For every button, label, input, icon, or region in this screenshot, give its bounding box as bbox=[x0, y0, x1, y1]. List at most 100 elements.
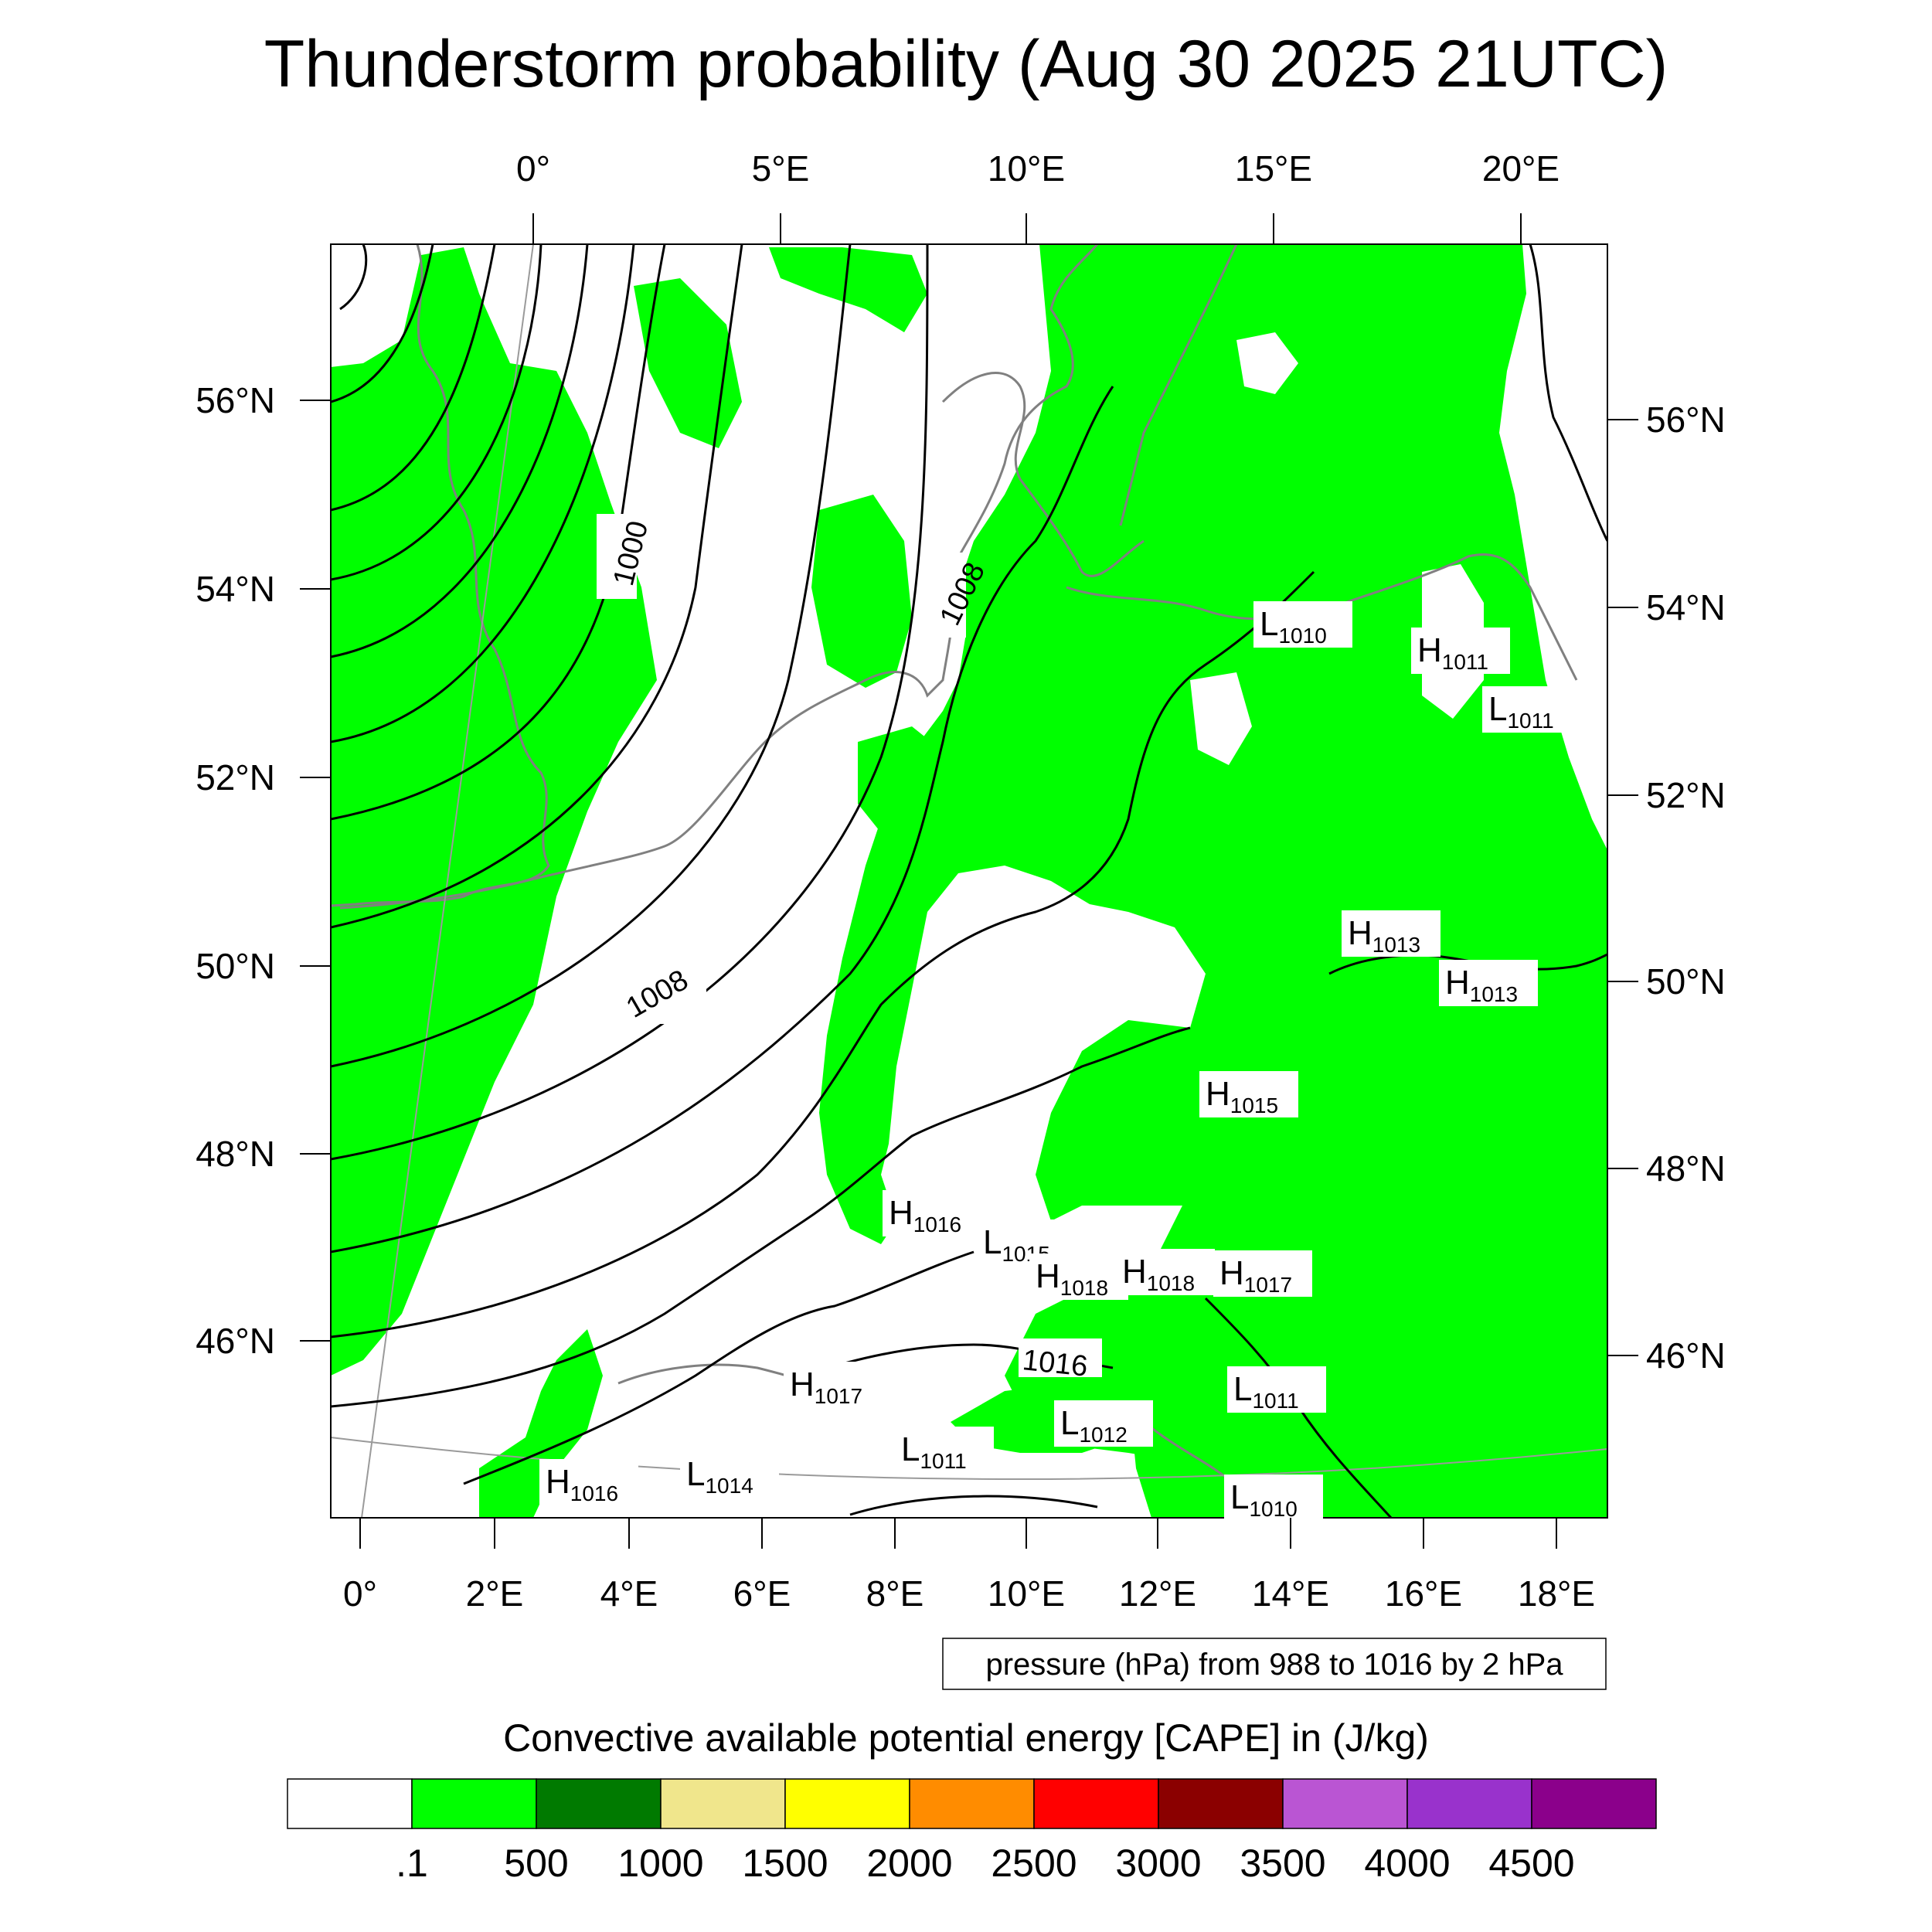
bottom-lon-label: 8°E bbox=[866, 1573, 924, 1614]
pressure-center-label: H1017 bbox=[790, 1366, 862, 1408]
pressure-center-bg bbox=[883, 1190, 981, 1236]
coastline-denmark bbox=[941, 372, 1145, 577]
pressure-center-label: H1016 bbox=[546, 1463, 618, 1505]
pressure-center-label: L1011 bbox=[1488, 690, 1554, 733]
pressure-center-label: H1013 bbox=[1348, 914, 1420, 957]
pressure-center-label: H1017 bbox=[1219, 1254, 1292, 1297]
cape-area-south-france bbox=[479, 1329, 603, 1518]
pressure-center-label: L1010 bbox=[1260, 605, 1327, 648]
pressure-center-label: H1015 bbox=[1206, 1075, 1278, 1117]
isobar-992 bbox=[331, 244, 496, 512]
colorbar-label: 4000 bbox=[1364, 1842, 1450, 1885]
pressure-center-bg bbox=[1342, 910, 1440, 957]
colorbar-swatch bbox=[1406, 1778, 1532, 1829]
pressure-center-label: H1013 bbox=[1445, 964, 1518, 1006]
contour-label-1008-mid-bg bbox=[624, 970, 706, 1024]
colorbar-title: Convective available potential energy [C… bbox=[503, 1716, 1429, 1760]
pressure-center-high: H1015 bbox=[1199, 1071, 1298, 1117]
bottom-longitude-labels: 0° 2°E 4°E 6°E 8°E 10°E 12°E 14°E 16°E 1… bbox=[343, 1573, 1595, 1614]
pressure-center-label: L1011 bbox=[1233, 1370, 1299, 1413]
contour-label-1008-bg bbox=[927, 553, 966, 638]
pressure-center-bg bbox=[1439, 960, 1538, 1006]
pressure-center-high: H1018 bbox=[1029, 1253, 1128, 1300]
left-lat-label: 48°N bbox=[196, 1134, 275, 1174]
figure-title: Thunderstorm probability (Aug 30 2025 21… bbox=[264, 27, 1668, 101]
pressure-center-bg bbox=[1253, 601, 1352, 648]
isobar-988 bbox=[339, 244, 368, 311]
colorbar-label: 500 bbox=[504, 1842, 568, 1885]
colorbar-swatches bbox=[287, 1778, 1657, 1829]
cape-area-west-2 bbox=[340, 757, 556, 1097]
bottom-lon-label: 0° bbox=[343, 1573, 377, 1614]
pressure-center-high: H1018 bbox=[1116, 1249, 1215, 1295]
isobar-1004 bbox=[331, 244, 852, 1068]
pressure-center-low: L1010 bbox=[1253, 601, 1352, 648]
graticule-parallel-45 bbox=[331, 1437, 1607, 1481]
top-lon-label: 10°E bbox=[988, 148, 1065, 189]
colorbar-swatch bbox=[411, 1778, 537, 1829]
pressure-center-label: H1016 bbox=[889, 1194, 961, 1236]
isobar-1006 bbox=[331, 244, 929, 1161]
isobar-1010-east bbox=[1529, 244, 1607, 542]
cape-gap-2 bbox=[1190, 672, 1252, 765]
cape-gap-3 bbox=[1236, 332, 1298, 394]
colorbar-swatch bbox=[784, 1778, 910, 1829]
pressure-center-bg bbox=[895, 1427, 994, 1473]
coastline-continent bbox=[339, 244, 1099, 910]
isobar-1010 bbox=[331, 570, 1315, 1338]
isobar-1008 bbox=[331, 386, 1114, 1253]
contour-label-1016-bg bbox=[1019, 1338, 1102, 1377]
cape-area-adriatic bbox=[1128, 1376, 1252, 1518]
bottom-lon-label: 6°E bbox=[733, 1573, 791, 1614]
pressure-center-high: H1016 bbox=[883, 1190, 981, 1236]
pressure-center-high: H1016 bbox=[539, 1459, 638, 1505]
colorbar-swatch bbox=[536, 1778, 662, 1829]
map-panel: 1000 1008 1008 1016 L1010 H1011L1011H1013… bbox=[330, 243, 1608, 1521]
colorbar-label: 4500 bbox=[1488, 1842, 1574, 1885]
right-lat-label: 52°N bbox=[1646, 775, 1726, 815]
contour-info-box: pressure (hPa) from 988 to 1016 by 2 hPa bbox=[942, 1638, 1607, 1690]
pressure-center-bg bbox=[1199, 1071, 1298, 1117]
isobar-1012 bbox=[331, 1026, 1191, 1408]
contour-label-1000-bg bbox=[597, 514, 637, 599]
right-lat-label: 50°N bbox=[1646, 961, 1726, 1002]
colorbar-labels: .1 500 1000 1500 2000 2500 3000 3500 4000 4500 bbox=[396, 1842, 1574, 1885]
right-lat-label: 54°N bbox=[1646, 587, 1726, 628]
colorbar: Convective available potential energy [C… bbox=[287, 1716, 1657, 1885]
top-lon-label: 5°E bbox=[752, 148, 810, 189]
bottom-lon-label: 10°E bbox=[988, 1573, 1065, 1614]
colorbar-swatch bbox=[660, 1778, 786, 1829]
pressure-center-bg bbox=[1411, 628, 1510, 674]
pressure-center-bg bbox=[680, 1451, 779, 1498]
pressure-center-bg bbox=[1482, 686, 1581, 733]
top-lon-label: 20°E bbox=[1482, 148, 1560, 189]
bottom-lon-label: 4°E bbox=[600, 1573, 658, 1614]
colorbar-label: 3500 bbox=[1240, 1842, 1325, 1885]
cape-area-netherlands bbox=[811, 495, 912, 688]
pressure-center-high: H1013 bbox=[1439, 960, 1538, 1006]
left-latitude-labels: 56°N 54°N 52°N 50°N 48°N 46°N bbox=[196, 380, 275, 1361]
right-lat-label: 56°N bbox=[1646, 400, 1726, 440]
isobar-1014 bbox=[463, 1250, 975, 1485]
bottom-lon-label: 14°E bbox=[1252, 1573, 1329, 1614]
graticule-meridian-0 bbox=[361, 244, 534, 1518]
contour-label-1016: 1016 bbox=[1021, 1344, 1089, 1383]
isobar-996 bbox=[331, 244, 589, 658]
pressure-center-bg bbox=[1224, 1475, 1323, 1521]
isobar-994 bbox=[331, 244, 543, 581]
pressure-center-label: L1010 bbox=[1230, 1478, 1298, 1521]
pressure-center-bg bbox=[1054, 1400, 1153, 1447]
isobar-998 bbox=[331, 244, 635, 743]
pressure-center-low: L1012 bbox=[1054, 1400, 1153, 1447]
coastline-sweden bbox=[1119, 244, 1238, 526]
top-longitude-labels: 0° 5°E 10°E 15°E 20°E bbox=[516, 148, 1560, 189]
left-lat-label: 56°N bbox=[196, 380, 275, 420]
map-frame bbox=[330, 243, 1608, 1519]
isobar-1002 bbox=[331, 244, 743, 929]
cape-area-northsea-2 bbox=[769, 247, 927, 332]
pressure-center-bg bbox=[1029, 1253, 1128, 1300]
pressure-center-high: H1017 bbox=[784, 1362, 883, 1408]
pressure-center-bg bbox=[784, 1362, 883, 1408]
